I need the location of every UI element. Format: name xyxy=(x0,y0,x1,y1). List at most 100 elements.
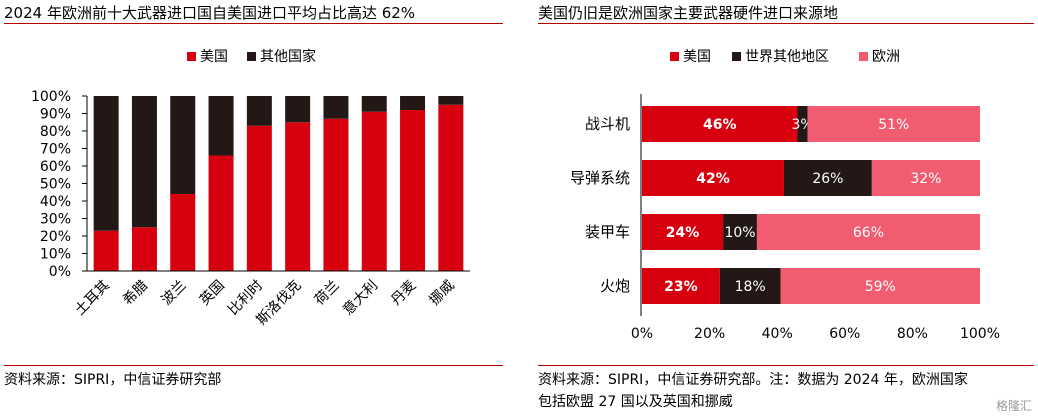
right-bars: 46% 3% 51%42% 26% 32%24% 10% 66%23% 18% 59% xyxy=(642,106,980,304)
left-bar-other xyxy=(208,96,234,156)
left-y-tick-label: 80% xyxy=(40,124,71,140)
left-y-tick-label: 50% xyxy=(40,177,71,193)
left-chart-title: 2024 年欧洲前十大武器进口国自美国进口平均占比高达 62% xyxy=(4,4,416,22)
right-chart-title: 美国仍旧是欧洲国家主要武器硬件进口来源地 xyxy=(538,4,839,22)
watermark-text: 格隆汇 xyxy=(995,399,1032,413)
legend-swatch-other xyxy=(247,52,256,61)
left-bars xyxy=(93,96,464,271)
left-bar-other xyxy=(323,96,349,119)
left-y-tick-label: 90% xyxy=(40,107,71,123)
right-bar-value-label: 46% xyxy=(703,117,737,133)
left-y-tick-label: 40% xyxy=(40,194,71,210)
right-bar-segment xyxy=(756,214,980,250)
right-bar-segment xyxy=(783,160,872,196)
right-bar-value-label: 10% xyxy=(724,225,755,241)
left-bar-other xyxy=(93,96,119,231)
right-bar-segment xyxy=(797,106,808,142)
right-bar-value-label: 42% xyxy=(696,171,730,187)
right-bar-segment xyxy=(642,160,784,196)
left-x-tick-label: 丹麦 xyxy=(388,278,419,309)
right-source-line2: 包括欧盟 27 国以及英国和挪威 xyxy=(538,394,733,410)
right-bar-segment xyxy=(723,214,757,250)
legend-swatch-us xyxy=(187,52,196,61)
right-x-tick-label: 0% xyxy=(631,326,653,342)
right-y-tick-label: 火炮 xyxy=(600,277,630,295)
right-bar-segment xyxy=(871,160,980,196)
left-bar-us xyxy=(131,227,157,271)
right-x-tick-label: 80% xyxy=(897,326,928,342)
left-bar-us xyxy=(93,230,119,271)
right-y-tick-label: 战斗机 xyxy=(585,115,630,133)
right-y-tick-label: 装甲车 xyxy=(585,223,630,241)
left-bar-us xyxy=(323,118,349,271)
right-bar-segment xyxy=(780,268,980,304)
legend-label-us-r: 美国 xyxy=(683,49,711,65)
legend-label-us: 美国 xyxy=(200,49,228,65)
right-legend: 美国 世界其他地区 欧洲 xyxy=(670,49,900,65)
left-y-tick-label: 100% xyxy=(31,89,71,105)
right-y-tick-label: 导弹系统 xyxy=(570,169,630,187)
right-chart: 美国 世界其他地区 欧洲 46% 3% 51%42% 26% 32%24% 10% 66%2… xyxy=(570,49,1000,342)
right-bar-segment xyxy=(807,106,980,142)
left-bar-other xyxy=(438,96,464,105)
left-x-tick-label: 波兰 xyxy=(158,278,189,309)
right-bar-value-label: 24% xyxy=(666,225,700,241)
right-bar-value-label: 26% xyxy=(812,171,843,187)
right-bar-value-label: 18% xyxy=(735,279,766,295)
right-bar-segment xyxy=(642,106,798,142)
left-x-tick-label: 意大利 xyxy=(339,277,381,319)
right-source-rule xyxy=(538,365,1034,366)
left-bar-other xyxy=(170,96,196,194)
left-y-tick-label: 60% xyxy=(40,159,71,175)
left-bar-other xyxy=(131,96,157,228)
right-bar-value-label: 32% xyxy=(910,171,941,187)
right-bar-segment xyxy=(642,214,724,250)
left-x-tick-label: 希腊 xyxy=(120,278,151,309)
right-bar-value-label: 23% xyxy=(664,279,698,295)
left-bar-other xyxy=(246,96,272,126)
left-x-tick-label: 挪威 xyxy=(427,278,458,309)
left-y-tick-label: 70% xyxy=(40,142,71,158)
right-bar-segment xyxy=(642,268,720,304)
left-bar-us xyxy=(361,111,387,271)
left-bar-us xyxy=(285,122,311,271)
left-y-tick-label: 20% xyxy=(40,229,71,245)
right-x-tick-label: 40% xyxy=(762,326,793,342)
right-bar-value-label: 51% xyxy=(878,117,909,133)
right-bar-value-label: 59% xyxy=(865,279,896,295)
left-title-rule xyxy=(4,23,503,24)
left-source: 资料来源：SIPRI，中信证券研究部 xyxy=(4,372,222,388)
left-x-tick-label: 英国 xyxy=(196,277,228,309)
legend-label-europe: 欧洲 xyxy=(872,49,900,65)
left-bar-us xyxy=(438,104,464,271)
left-bar-other xyxy=(400,96,426,110)
left-y-tick-label: 30% xyxy=(40,212,71,228)
left-y-tick-label: 10% xyxy=(40,247,71,263)
left-x-tick-label: 荷兰 xyxy=(312,278,343,309)
left-legend: 美国 其他国家 xyxy=(187,48,316,65)
left-bar-us xyxy=(246,125,272,271)
right-bar-value-label: 66% xyxy=(853,225,884,241)
left-y-tick-label: 0% xyxy=(49,264,71,280)
left-bar-us xyxy=(170,194,196,271)
left-bar-other xyxy=(285,96,311,123)
right-x-tick-label: 20% xyxy=(694,326,725,342)
legend-swatch-europe xyxy=(859,52,868,61)
right-x-tick-label: 60% xyxy=(829,326,860,342)
legend-swatch-us-r xyxy=(670,52,679,61)
right-source-line1: 资料来源：SIPRI，中信证券研究部。注：数据为 2024 年，欧洲国家 xyxy=(538,372,968,388)
right-x-axis-ticks: 0% 20% 40% 60% 80% 100% xyxy=(631,326,1000,342)
left-chart: 美国 其他国家 100% 90%80% 70%60% 50%40% 30%20% 10%0… xyxy=(31,48,470,329)
right-title-rule xyxy=(538,23,1034,24)
left-bar-other xyxy=(361,96,387,112)
right-x-tick-label: 100% xyxy=(960,326,1000,342)
left-bar-us xyxy=(208,155,234,271)
legend-label-rest: 世界其他地区 xyxy=(745,49,829,65)
legend-swatch-rest xyxy=(732,52,741,61)
left-bar-us xyxy=(400,110,426,271)
left-y-axis-ticks: 100% 90%80% 70%60% 50%40% 30%20% 10%0% xyxy=(31,89,87,280)
left-source-rule xyxy=(4,365,503,366)
right-bar-segment xyxy=(719,268,781,304)
